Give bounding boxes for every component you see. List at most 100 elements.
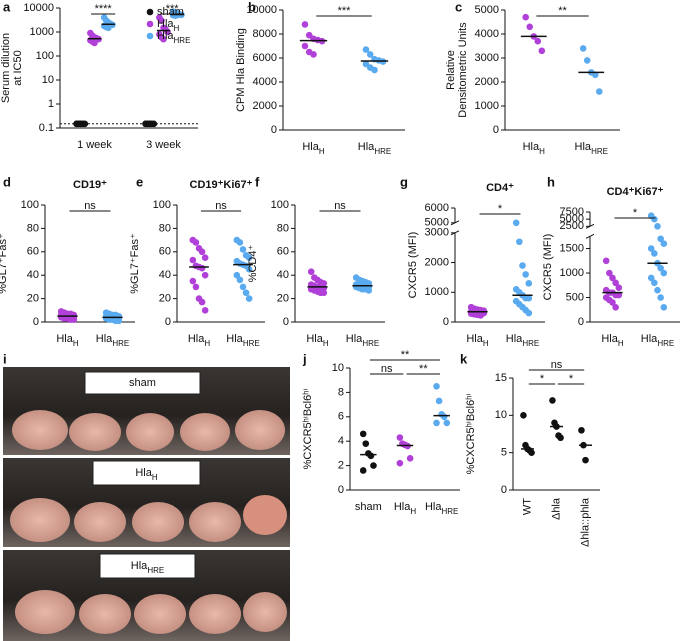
dot — [201, 271, 209, 279]
y-axis-label: %GL7⁺Fas⁺ — [0, 233, 9, 294]
dot — [115, 317, 123, 325]
dot — [433, 383, 440, 390]
dot — [596, 88, 603, 95]
chart-title: CD4⁺Ki67⁺ — [607, 186, 664, 198]
sig-label: ns — [551, 359, 563, 371]
dot — [516, 238, 523, 246]
dot — [367, 452, 375, 460]
y-tick-label: 60 — [27, 246, 39, 258]
dot — [396, 459, 404, 467]
dot — [301, 42, 309, 50]
x-tick-label: Δhla::phla — [579, 497, 591, 547]
y-tick-label: 40 — [277, 269, 289, 281]
dot — [406, 454, 414, 462]
dot — [242, 289, 250, 297]
x-tick-label-main: Hla — [466, 333, 483, 345]
dot — [606, 269, 613, 277]
y-tick-label: 10 — [332, 362, 344, 374]
dot — [91, 39, 98, 47]
x-tick-label-main: Hla — [523, 141, 540, 153]
y-tick-label: 40 — [159, 269, 171, 281]
x-tick-label-main: Hla — [188, 333, 205, 345]
y-tick-label: 10 — [495, 409, 507, 421]
dot — [657, 264, 664, 272]
legend-label: HlaH — [157, 18, 180, 33]
chart-title: CD19⁺ — [73, 179, 107, 191]
y-axis-label: Serum dilution — [0, 33, 12, 103]
dot — [189, 256, 197, 264]
y-axis-label: at IC50 — [12, 50, 24, 85]
dot — [365, 287, 373, 294]
dot — [236, 276, 244, 284]
dot — [310, 51, 317, 58]
y-axis-label: %CD4⁺ — [247, 245, 259, 283]
legend-label: HlaHRE — [157, 30, 190, 45]
dot — [201, 254, 209, 261]
x-tick-label-sub: HRE — [522, 339, 539, 348]
y-axis-label: %CXCR5ʰⁱBcl6ʰⁱ — [465, 394, 477, 475]
y-tick-label: 100 — [271, 199, 289, 211]
sig-label: ns — [334, 200, 346, 212]
legend-label: sham — [157, 6, 184, 18]
dot — [654, 223, 661, 230]
photo-label: HlaHRE — [131, 560, 164, 575]
legend-label-sub: H — [174, 24, 180, 33]
x-tick-label: 1 week — [77, 139, 112, 151]
y-axis-label: CPM Hla Binding — [235, 28, 247, 112]
dot — [362, 46, 370, 53]
x-tick-label: HlaHRE — [641, 333, 674, 348]
dot — [435, 397, 443, 405]
y-tick-label: 2500 — [560, 220, 584, 232]
x-tick-label: HlaH — [523, 141, 546, 156]
dot — [233, 271, 241, 279]
x-tick-label: sham — [355, 501, 382, 513]
dot — [612, 304, 619, 311]
dot — [657, 294, 664, 301]
x-tick-label: HlaHRE — [226, 333, 259, 348]
legend-marker — [146, 32, 154, 40]
sig-label: ** — [401, 349, 410, 361]
photo-label: HlaH — [135, 467, 158, 482]
y-tick-label: 20 — [159, 293, 171, 305]
y-tick-label: 500 — [566, 291, 584, 303]
x-tick-label: HlaHRE — [96, 333, 129, 348]
y-tick-label: 10 — [42, 74, 54, 86]
y-tick-label: 1000 — [425, 286, 449, 298]
y-tick-label: 1 — [48, 98, 54, 110]
panel-label: c — [455, 0, 462, 14]
y-tick-label: 4000 — [475, 28, 499, 40]
y-tick-label: 5000 — [425, 217, 449, 229]
y-axis-label: Relative — [445, 50, 457, 90]
y-tick-label: 8 — [338, 386, 344, 398]
y-tick-label: 40 — [27, 269, 39, 281]
legend-marker — [146, 8, 154, 16]
y-tick-label: 60 — [159, 246, 171, 258]
y-tick-label: 2000 — [475, 76, 499, 88]
y-tick-label: 100 — [21, 199, 39, 211]
dot — [307, 268, 315, 275]
y-tick-label: 6 — [338, 411, 344, 423]
y-tick-label: 0 — [501, 484, 507, 496]
dot — [239, 246, 247, 253]
y-tick-label: 1000 — [475, 100, 499, 112]
y-tick-label: 8000 — [253, 28, 277, 40]
sig-label: *** — [338, 5, 352, 17]
dot — [660, 304, 668, 311]
dot — [245, 295, 253, 302]
x-tick-label: HlaHRE — [358, 141, 391, 156]
y-axis-label: Densitometric Units — [457, 22, 469, 118]
y-tick-label: 3000 — [425, 227, 449, 239]
dot — [583, 57, 591, 64]
dot — [440, 413, 448, 421]
x-tick-label-sub: H — [483, 339, 489, 348]
dot — [320, 289, 328, 297]
y-tick-label: 0 — [443, 316, 449, 328]
y-tick-label: 0 — [578, 316, 584, 328]
x-tick-label-sub: H — [323, 339, 329, 348]
dot — [189, 277, 197, 285]
dot — [578, 426, 585, 434]
sig-label: * — [569, 373, 574, 385]
dot — [557, 434, 564, 442]
y-tick-label: 6000 — [425, 202, 449, 214]
x-tick-label-main: Hla — [226, 333, 243, 345]
